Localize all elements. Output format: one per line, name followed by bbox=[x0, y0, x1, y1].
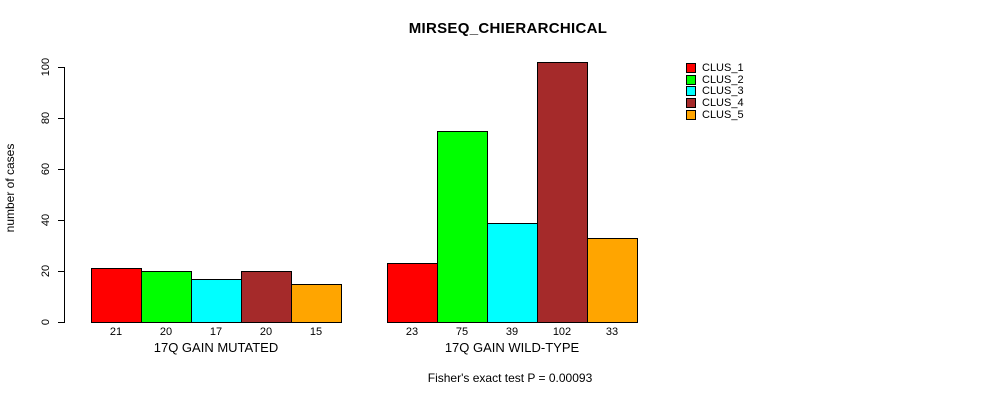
y-axis-tick-label: 20 bbox=[40, 264, 52, 278]
bar-value-label: 33 bbox=[605, 326, 619, 338]
bar-clus-2-group-1 bbox=[141, 271, 192, 323]
bar-clus-4-group-2 bbox=[537, 62, 588, 323]
bar-clus-3-group-2 bbox=[487, 223, 538, 323]
bar-value-label: 17 bbox=[209, 326, 223, 338]
bar-value-label: 20 bbox=[259, 326, 273, 338]
legend-label: CLUS_5 bbox=[702, 109, 744, 121]
group-label: 17Q GAIN MUTATED bbox=[153, 340, 279, 355]
y-axis-tick bbox=[58, 322, 64, 323]
bar-clus-3-group-1 bbox=[191, 279, 242, 323]
bar-value-label: 21 bbox=[109, 326, 123, 338]
bar-value-label: 23 bbox=[405, 326, 419, 338]
fisher-test-annotation: Fisher's exact test P = 0.00093 bbox=[427, 371, 593, 385]
legend-swatch bbox=[686, 63, 696, 73]
bar-value-label: 15 bbox=[309, 326, 323, 338]
bar-clus-5-group-1 bbox=[291, 284, 342, 323]
bar-clus-2-group-2 bbox=[437, 131, 488, 323]
y-axis-tick-label: 0 bbox=[40, 318, 52, 326]
y-axis-tick bbox=[58, 118, 64, 119]
group-label: 17Q GAIN WILD-TYPE bbox=[444, 340, 580, 355]
legend-swatch bbox=[686, 75, 696, 85]
y-axis-tick bbox=[58, 220, 64, 221]
legend-swatch bbox=[686, 110, 696, 120]
legend-label: CLUS_2 bbox=[702, 74, 744, 86]
y-axis-tick-label: 60 bbox=[40, 162, 52, 176]
chart-title: MIRSEQ_CHIERARCHICAL bbox=[408, 20, 608, 37]
y-axis-tick-label: 100 bbox=[40, 57, 52, 77]
legend-label: CLUS_4 bbox=[702, 97, 744, 109]
legend-label: CLUS_1 bbox=[702, 62, 744, 74]
bar-clus-4-group-1 bbox=[241, 271, 292, 323]
y-axis-line bbox=[64, 67, 65, 323]
y-axis-tick-label: 80 bbox=[40, 111, 52, 125]
legend-swatch bbox=[686, 98, 696, 108]
y-axis-tick bbox=[58, 271, 64, 272]
bar-clus-1-group-2 bbox=[387, 263, 438, 323]
legend-label: CLUS_3 bbox=[702, 85, 744, 97]
bar-value-label: 102 bbox=[552, 326, 572, 338]
legend-swatch bbox=[686, 86, 696, 96]
bar-value-label: 75 bbox=[455, 326, 469, 338]
bar-value-label: 39 bbox=[505, 326, 519, 338]
bar-clus-1-group-1 bbox=[91, 268, 142, 323]
y-axis-tick-label: 40 bbox=[40, 213, 52, 227]
y-axis-tick bbox=[58, 67, 64, 68]
bar-value-label: 20 bbox=[159, 326, 173, 338]
bar-clus-5-group-2 bbox=[587, 238, 638, 323]
y-axis-tick bbox=[58, 169, 64, 170]
